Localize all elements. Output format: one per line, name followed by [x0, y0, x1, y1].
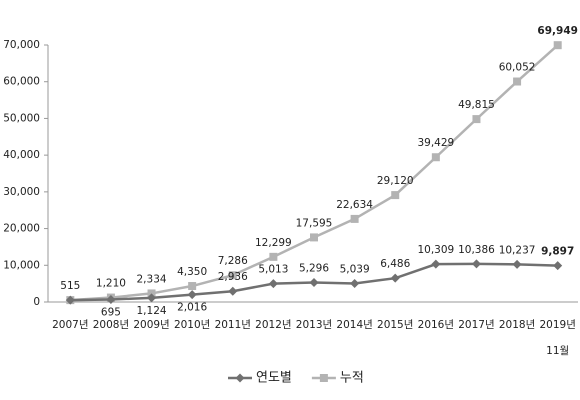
y-tick-label: 20,000	[3, 223, 40, 235]
point	[350, 214, 359, 223]
x-tick-label: 2015년	[377, 319, 414, 331]
point	[309, 278, 319, 288]
point	[431, 153, 440, 162]
x-tick-label: 2016년	[417, 319, 455, 331]
data-label: 2,936	[218, 271, 248, 283]
point	[472, 115, 481, 124]
point	[228, 286, 238, 296]
point	[513, 77, 522, 86]
data-label: 10,237	[499, 244, 536, 256]
y-tick-label: 70,000	[3, 39, 40, 51]
point	[269, 252, 278, 261]
point	[391, 191, 400, 200]
point	[390, 273, 400, 283]
x-tick-label: 2018년	[498, 319, 536, 331]
data-label: 49,815	[458, 99, 495, 111]
data-label: 60,052	[499, 62, 536, 74]
point	[350, 278, 360, 288]
data-label: 10,386	[458, 244, 495, 256]
data-label: 10,309	[417, 244, 454, 256]
point	[553, 41, 562, 50]
data-label: 69,949	[537, 25, 578, 37]
data-label: 17,595	[296, 217, 333, 229]
data-label: 5,013	[258, 264, 288, 276]
y-tick-label: 60,000	[3, 76, 40, 88]
point	[188, 282, 197, 291]
data-label: 6,486	[380, 258, 410, 270]
point	[431, 259, 441, 269]
y-tick-label: 10,000	[3, 259, 40, 271]
data-label: 695	[101, 306, 121, 318]
point	[512, 259, 522, 269]
x-tick-label: 2017년	[458, 319, 495, 331]
y-tick-label: 50,000	[3, 112, 40, 124]
point	[147, 293, 157, 303]
data-label: 1,124	[137, 305, 167, 317]
data-label: 39,429	[417, 137, 454, 149]
x-tick-label: 2009년	[133, 319, 170, 331]
point	[187, 290, 197, 300]
x-tick-label: 2019년 11월	[539, 319, 576, 357]
legend-label: 연도별	[256, 371, 292, 386]
x-tick-label: 2011년	[214, 319, 251, 331]
data-label: 7,286	[218, 255, 248, 267]
point	[471, 259, 481, 269]
data-label: 515	[60, 280, 80, 292]
x-tick-label: 2010년	[173, 319, 211, 331]
point	[268, 279, 278, 289]
point	[235, 373, 245, 383]
legend-label: 누적	[340, 371, 364, 386]
data-label: 4,350	[177, 266, 207, 278]
point	[553, 261, 563, 271]
data-label: 5,296	[299, 263, 329, 275]
point	[228, 271, 237, 280]
data-label: 12,299	[255, 237, 292, 249]
data-label: 1,210	[96, 278, 126, 290]
x-tick-label: 2007년	[52, 319, 89, 331]
x-tick-label: 2008년	[92, 319, 130, 331]
point	[310, 233, 318, 242]
y-tick-label: 0	[33, 296, 40, 308]
data-label: 2,334	[137, 273, 167, 285]
y-tick-label: 40,000	[3, 149, 40, 161]
point	[319, 374, 328, 382]
data-label: 5,039	[340, 263, 370, 275]
data-label: 29,120	[377, 175, 414, 187]
x-tick-label: 2013년	[295, 319, 333, 331]
data-label: 2,016	[177, 302, 207, 314]
data-label: 22,634	[336, 199, 373, 211]
data-label: 9,897	[541, 246, 574, 258]
point	[106, 294, 116, 304]
x-tick-label: 2014년	[336, 319, 373, 331]
y-tick-label: 30,000	[3, 186, 40, 198]
point	[65, 295, 75, 305]
x-tick-label: 2012년	[255, 319, 292, 331]
